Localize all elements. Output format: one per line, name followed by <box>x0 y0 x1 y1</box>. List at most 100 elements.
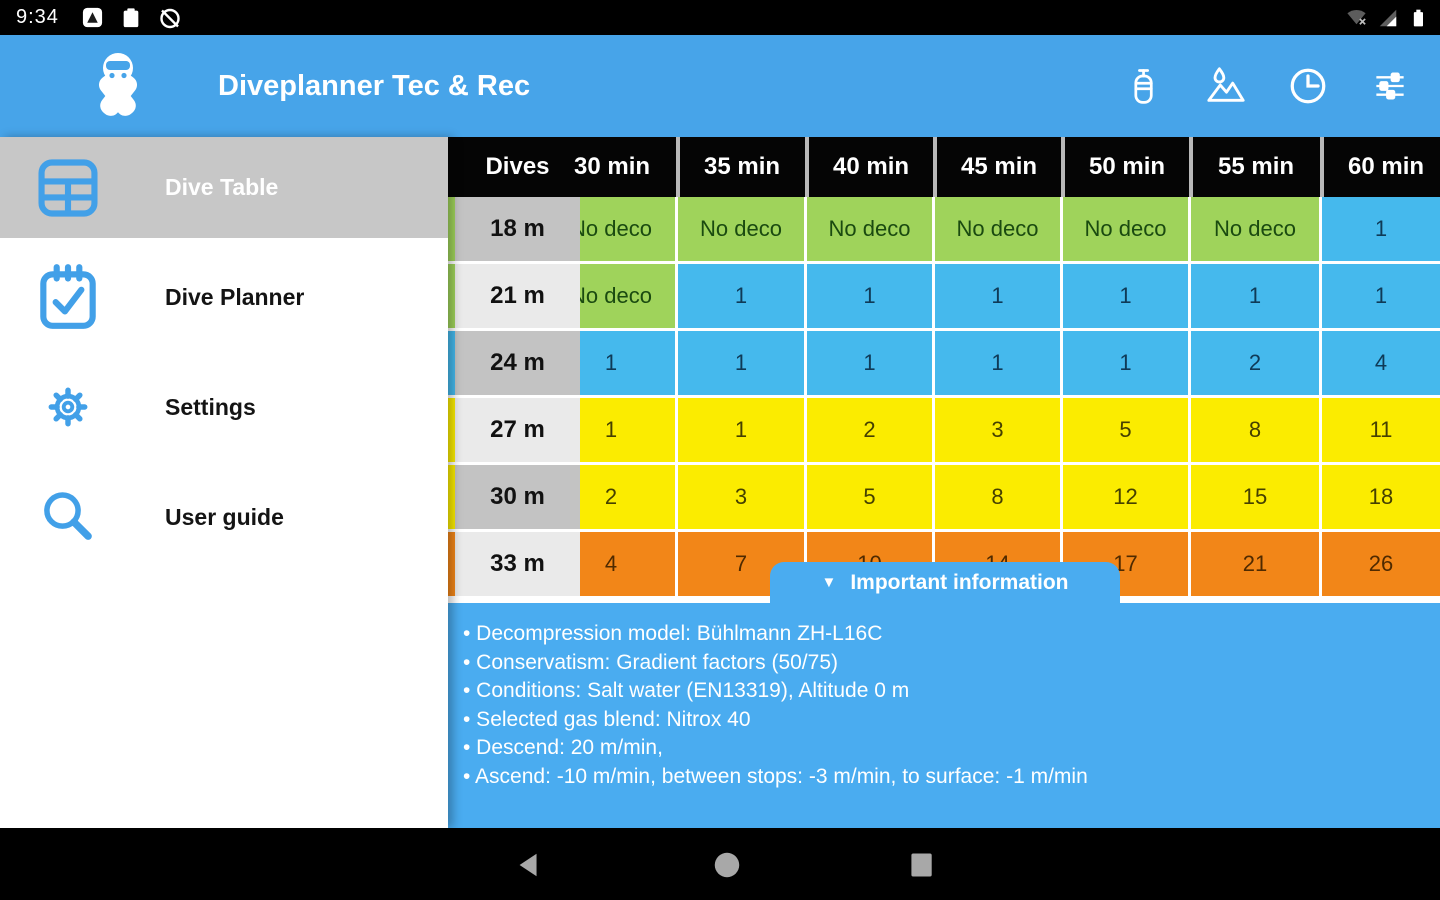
app-notification-icon <box>81 6 104 29</box>
app-bar-actions <box>1122 35 1412 137</box>
dive-time-icon[interactable] <box>1286 64 1330 108</box>
home-button[interactable] <box>710 848 744 882</box>
column-header: 60 min <box>1347 153 1425 180</box>
column-header: 50 min <box>1088 153 1166 180</box>
drawer-item-label: User guide <box>165 503 284 530</box>
dive-cell: No deco <box>935 197 1060 261</box>
alarm-off-icon <box>158 6 182 30</box>
dive-cell: 1 <box>678 264 804 328</box>
dive-cell: 1 <box>935 331 1060 395</box>
dive-cell: 2 <box>807 398 932 462</box>
dive-cell: No deco <box>807 197 932 261</box>
diver-logo-icon <box>78 46 158 131</box>
battery-icon <box>1408 6 1428 30</box>
info-line: • Ascend: -10 m/min, between stops: -3 m… <box>463 764 1088 788</box>
info-line: • Selected gas blend: Nitrox 40 <box>463 707 751 731</box>
drawer-item-label: Dive Table <box>165 174 279 200</box>
column-separator <box>1189 137 1193 197</box>
column-separator <box>1061 137 1065 197</box>
info-panel: • Decompression model: Bühlmann ZH-L16C •… <box>448 603 1440 828</box>
hidden-column-sliver <box>448 532 455 596</box>
drawer-item-user-guide[interactable]: User guide <box>0 462 448 572</box>
dive-cell: 3 <box>678 465 804 529</box>
user-guide-search-icon <box>28 484 108 550</box>
dive-cell: 2 <box>1191 331 1319 395</box>
dive-cell: 4 <box>580 532 675 596</box>
dive-table-icon <box>28 154 108 222</box>
info-panel-lines: • Decompression model: Bühlmann ZH-L16C •… <box>463 620 1088 792</box>
column-header: 30 min <box>573 153 651 180</box>
navigation-drawer: Dive Table Dive Planner Settings User guide <box>0 137 448 828</box>
dive-cell: 5 <box>1063 398 1188 462</box>
drawer-item-dive-table[interactable]: Dive Table <box>0 137 448 238</box>
dive-planner-icon <box>28 260 108 334</box>
hidden-column-sliver <box>448 197 455 261</box>
dive-cell: 1 <box>1063 264 1188 328</box>
dive-cell: 1 <box>1322 264 1440 328</box>
dive-cell: 12 <box>1063 465 1188 529</box>
table-header-row: Dives 30 min 35 min 40 min 45 min 50 min 55 mi… <box>448 137 1440 197</box>
dive-cell: 1 <box>580 398 675 462</box>
info-line: • Conservatism: Gradient factors (50/75) <box>463 650 838 674</box>
dive-cell: 1 <box>1191 264 1319 328</box>
dive-cell: 1 <box>1063 331 1188 395</box>
clipboard-icon <box>120 7 142 29</box>
wifi-off-icon <box>1345 6 1368 29</box>
dive-tank-icon[interactable] <box>1122 64 1166 108</box>
settings-gear-icon <box>28 379 108 435</box>
drawer-item-settings[interactable]: Settings <box>0 352 448 462</box>
info-line: • Decompression model: Bühlmann ZH-L16C <box>463 622 883 645</box>
dive-cell: 15 <box>1191 465 1319 529</box>
status-bar: 9:34 <box>0 0 1440 35</box>
dive-cell: 8 <box>1191 398 1319 462</box>
tune-settings-icon[interactable] <box>1368 64 1412 108</box>
dive-cell: 1 <box>678 331 804 395</box>
column-separator <box>676 137 680 197</box>
back-button[interactable] <box>512 848 546 882</box>
hidden-column-sliver <box>448 264 455 328</box>
dive-cell: No deco <box>1191 197 1319 261</box>
dive-cell: No deco <box>678 197 804 261</box>
column-header: 45 min <box>960 153 1038 180</box>
column-separator <box>1320 137 1324 197</box>
depth-row-header: 24 m <box>455 331 580 395</box>
hidden-column-sliver <box>448 465 455 529</box>
dive-cell: 8 <box>935 465 1060 529</box>
table-row: 27 m 1 1 2 3 5 8 11 <box>448 398 1440 462</box>
depth-row-header: 30 m <box>455 465 580 529</box>
column-separator <box>933 137 937 197</box>
dive-cell: 1 <box>935 264 1060 328</box>
depth-row-header: 33 m <box>455 532 580 596</box>
drawer-item-label: Dive Planner <box>165 283 305 310</box>
dive-cell: 1 <box>678 398 804 462</box>
dive-cell: 1 <box>807 331 932 395</box>
dive-cell: 3 <box>935 398 1060 462</box>
depth-row-header: 27 m <box>455 398 580 462</box>
dive-cell: 1 <box>807 264 932 328</box>
dive-cell: 1 <box>1322 197 1440 261</box>
hidden-column-sliver <box>448 331 455 395</box>
app-title: Diveplanner Tec & Rec <box>218 70 531 102</box>
column-separator <box>805 137 809 197</box>
dive-cell: 2 <box>580 465 675 529</box>
recents-button[interactable] <box>905 848 939 882</box>
dive-cell: 21 <box>1191 532 1319 596</box>
info-line: • Conditions: Salt water (EN13319), Alti… <box>463 679 910 703</box>
dive-cell: 1 <box>580 331 675 395</box>
dive-cell: No deco <box>1063 197 1188 261</box>
depth-row-header: 21 m <box>455 264 580 328</box>
corner-header: Dives <box>485 153 550 180</box>
dive-cell: 4 <box>1322 331 1440 395</box>
info-panel-toggle[interactable]: ▼ Important information <box>770 562 1120 603</box>
dive-cell: No deco <box>580 264 675 328</box>
altitude-icon[interactable] <box>1204 64 1248 108</box>
drawer-item-dive-planner[interactable]: Dive Planner <box>0 242 448 352</box>
cellular-signal-icon <box>1377 7 1399 29</box>
info-panel-title: Important information <box>850 570 1069 594</box>
info-line: • Descend: 20 m/min, <box>463 736 663 760</box>
drawer-item-label: Settings <box>165 393 256 420</box>
